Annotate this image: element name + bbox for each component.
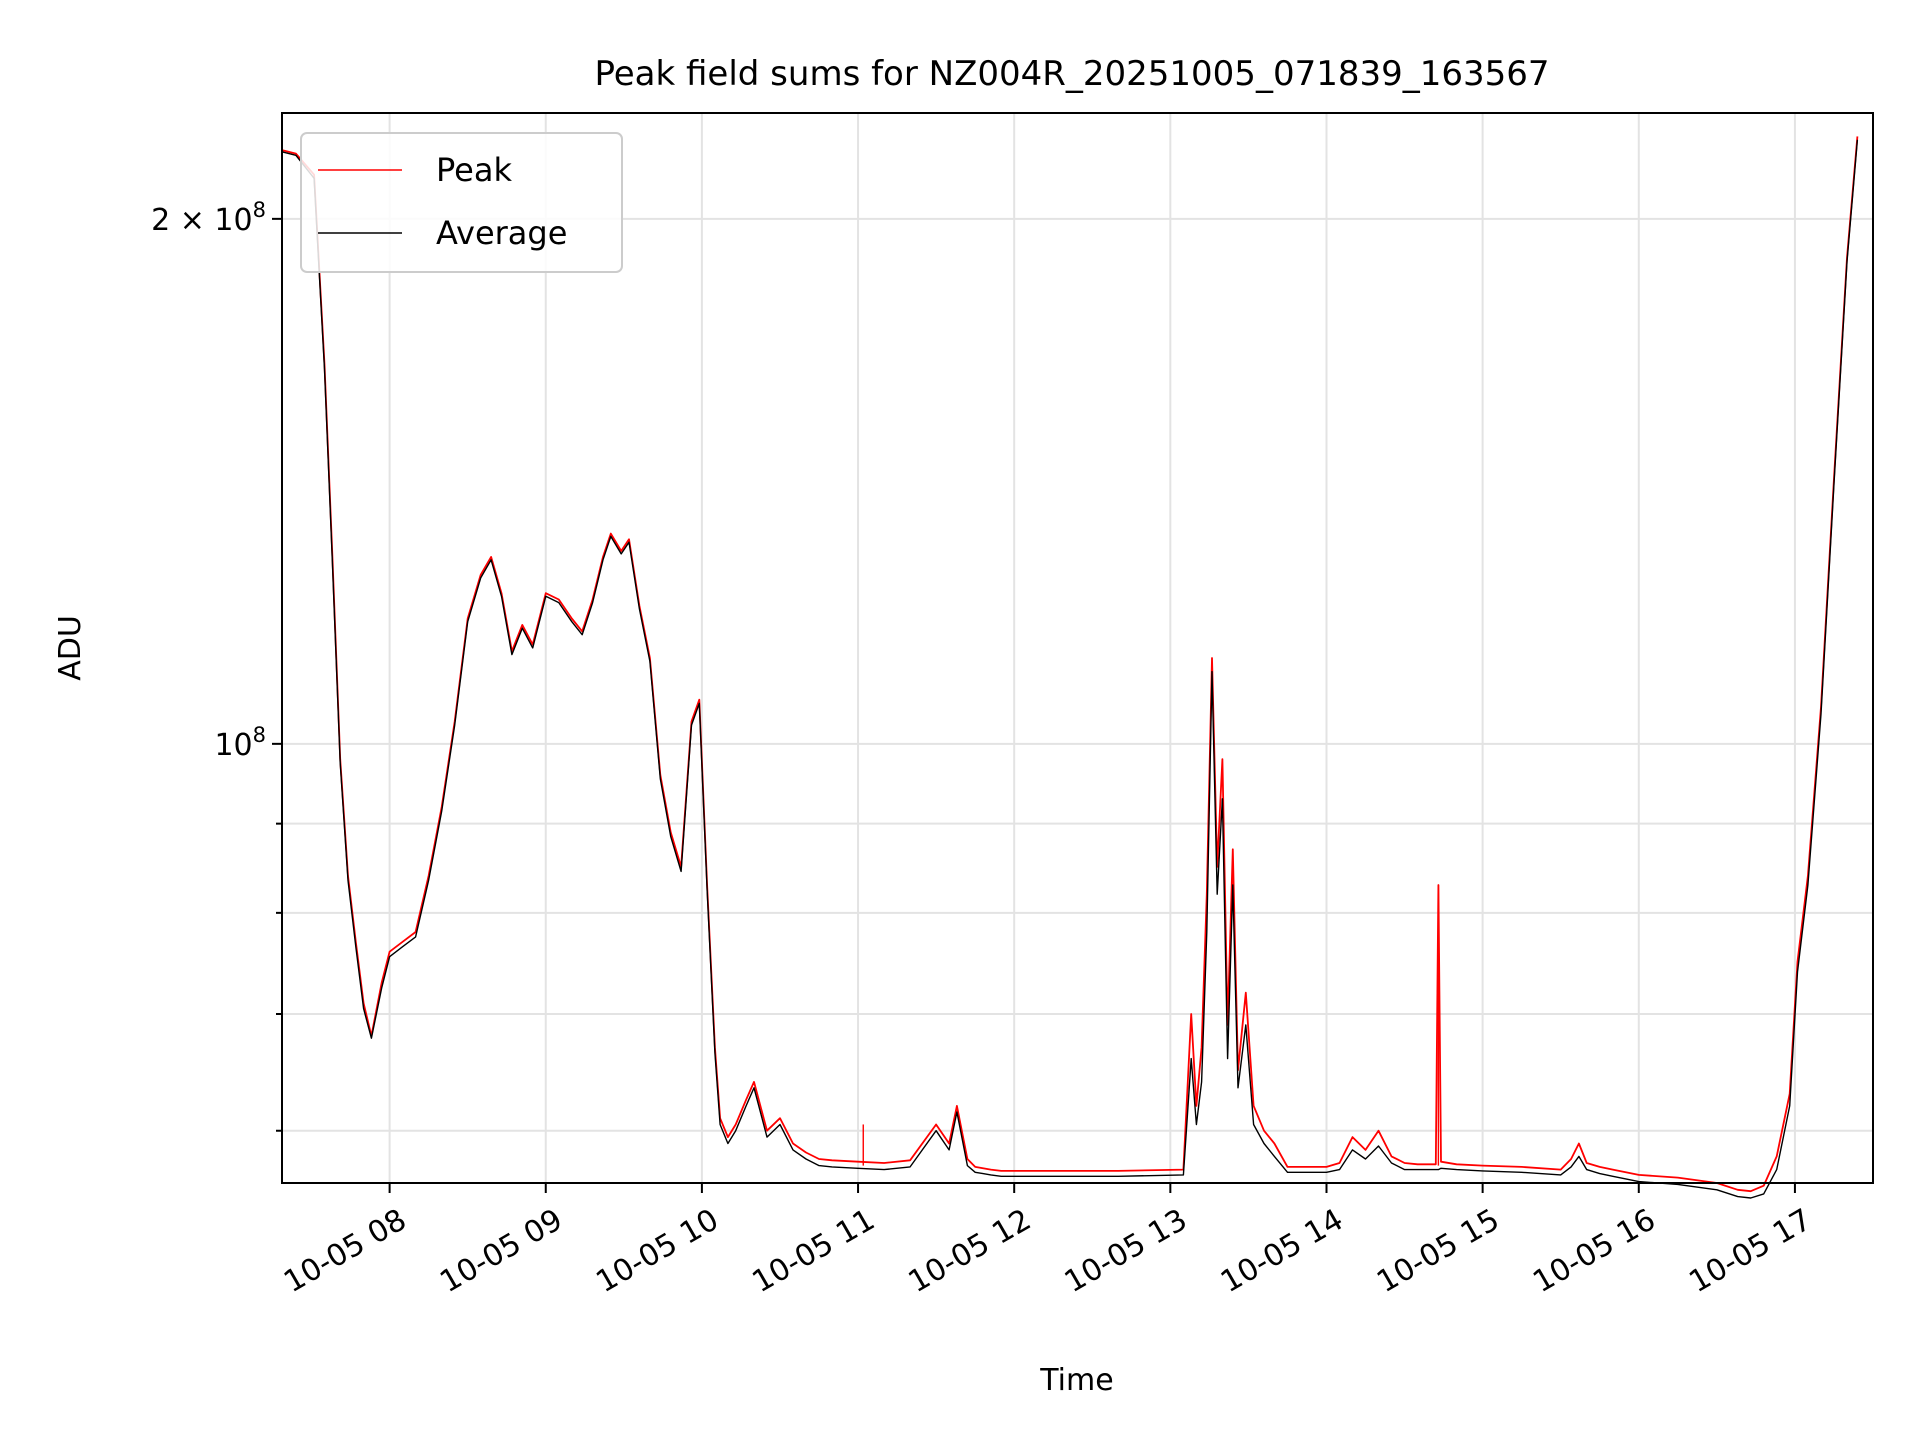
y-tick-label: 108 xyxy=(214,723,266,763)
chart-title: Peak field sums for NZ004R_20251005_0718… xyxy=(594,54,1549,94)
series-line-average xyxy=(281,139,1859,1199)
y-tick-label: 2 × 108 xyxy=(151,198,266,238)
series-line-peak xyxy=(281,136,1859,1193)
legend-label-peak: Peak xyxy=(436,151,512,189)
y-axis: 2 × 108 108 xyxy=(151,198,282,1132)
plot-frame xyxy=(281,112,1874,1184)
series-lines xyxy=(281,136,1859,1199)
legend-box xyxy=(300,132,623,273)
y-axis-label: ADU xyxy=(53,615,88,681)
grid-lines xyxy=(282,113,1873,1183)
legend: Peak Average xyxy=(300,132,623,273)
x-axis-label: Time xyxy=(1039,1363,1113,1398)
legend-label-average: Average xyxy=(436,214,567,252)
